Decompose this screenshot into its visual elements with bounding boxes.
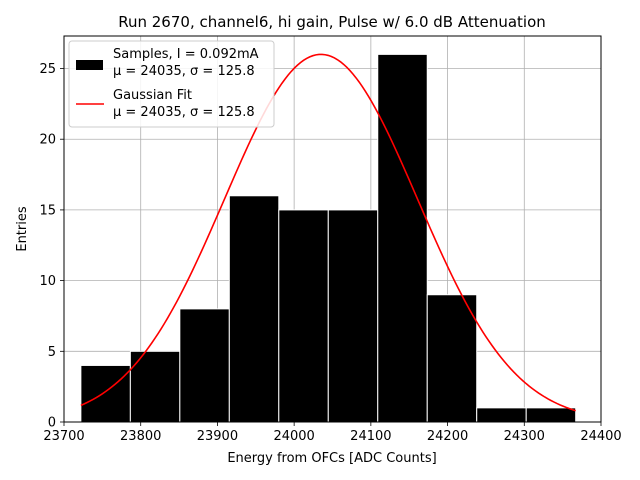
legend-fit-label: Gaussian Fit <box>113 88 192 103</box>
y-tick-label: 20 <box>39 133 56 148</box>
histogram-bar <box>377 53 428 423</box>
legend-samples-label: Samples, I = 0.092mA <box>113 47 259 62</box>
x-axis-ticks: 23700 23800 23900 24000 24100 24200 24300 24400 <box>43 422 622 444</box>
y-tick-label: 0 <box>48 416 56 431</box>
y-axis-ticks: 0 5 10 15 20 25 <box>39 62 64 431</box>
histogram-bar <box>327 209 379 423</box>
legend-samples-swatch <box>76 60 103 70</box>
histogram-bar <box>426 294 478 423</box>
x-axis-label: Energy from OFCs [ADC Counts] <box>227 451 436 466</box>
histogram-bar <box>179 308 230 423</box>
histogram-bar <box>80 364 131 423</box>
chart-title: Run 2670, channel6, hi gain, Pulse w/ 6.… <box>118 13 546 31</box>
y-tick-label: 5 <box>48 345 56 360</box>
histogram-bars <box>80 53 577 423</box>
y-tick-label: 25 <box>39 62 56 77</box>
y-axis-label: Entries <box>15 206 30 252</box>
x-tick-label: 24300 <box>504 429 545 444</box>
histogram-bar <box>476 407 527 423</box>
legend: Samples, I = 0.092mA μ = 24035, σ = 125.… <box>68 40 275 128</box>
y-tick-label: 15 <box>39 203 56 218</box>
x-tick-label: 24200 <box>427 429 468 444</box>
histogram-bar <box>278 209 329 423</box>
legend-box <box>68 40 275 128</box>
histogram-bar <box>228 195 280 423</box>
x-tick-label: 24000 <box>273 429 314 444</box>
x-tick-label: 23800 <box>120 429 161 444</box>
histogram-bar <box>525 407 577 423</box>
x-tick-label: 24400 <box>580 429 621 444</box>
x-tick-label: 23900 <box>197 429 238 444</box>
y-tick-label: 10 <box>39 274 56 289</box>
gaussian-fit-line <box>80 53 576 412</box>
legend-fit-stats: μ = 24035, σ = 125.8 <box>113 105 255 120</box>
x-tick-label: 24100 <box>350 429 391 444</box>
legend-samples-stats: μ = 24035, σ = 125.8 <box>113 64 255 79</box>
x-tick-label: 23700 <box>43 429 84 444</box>
plot-frame <box>63 35 602 423</box>
